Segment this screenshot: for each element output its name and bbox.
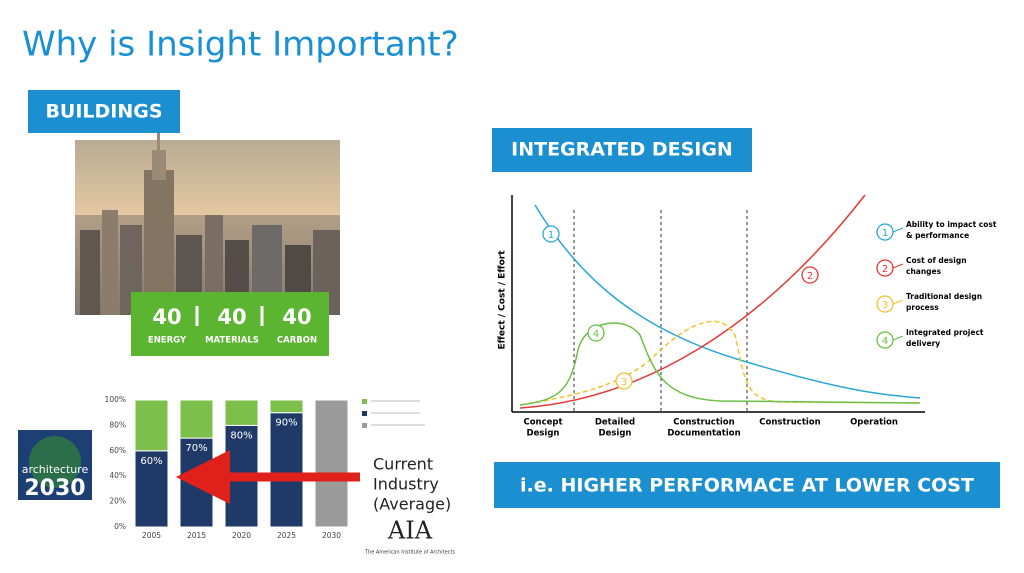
curve (519, 320, 921, 406)
curve-number: 3 (621, 377, 627, 388)
bar-segment (314, 399, 349, 528)
curve-marker (615, 372, 633, 390)
legend-label: Traditional design (906, 292, 982, 301)
legend-label: Ability to impact cost (906, 220, 997, 229)
stat-label: CARBON (277, 336, 317, 346)
buildings-heading: BUILDINGS (45, 101, 162, 123)
phase-label: Operation (850, 418, 898, 428)
curve-marker (587, 324, 605, 342)
stat-value: 40 (217, 305, 246, 329)
y-tick-label: 100% (105, 395, 126, 404)
logo-text: architecture (22, 463, 89, 476)
curve (519, 322, 921, 406)
value-label: 70% (185, 443, 207, 454)
legend-number: 1 (882, 228, 888, 239)
city-photo (75, 120, 340, 315)
phase-label: Design (527, 429, 560, 439)
stat-label: ENERGY (148, 336, 187, 346)
stat-value: 40 (282, 305, 311, 329)
integrated-heading: INTEGRATED DESIGN (511, 139, 733, 161)
legend-number: 2 (882, 264, 888, 275)
callout-text: Current (373, 455, 433, 474)
legend-label: Cost of design (906, 256, 967, 265)
value-label: 80% (230, 430, 252, 441)
legend-connector (892, 299, 904, 305)
y-tick-label: 80% (109, 420, 126, 429)
phase-label: Concept (523, 418, 562, 428)
legend-label: delivery (906, 339, 940, 348)
conclusion-box (494, 462, 1000, 508)
legend-connector (892, 335, 904, 341)
conclusion: i.e. HIGHER PERFORMACE AT LOWER COST (520, 475, 974, 497)
legend-label: Integrated project (906, 328, 984, 337)
bar-segment (224, 399, 259, 426)
phase-label: Construction (673, 418, 734, 428)
heading-box (28, 90, 180, 133)
slide-title: Why is Insight Important? (22, 25, 459, 65)
heading-box (492, 128, 752, 172)
phase-label: Design (599, 429, 632, 439)
phase-label: Detailed (595, 418, 635, 428)
phase-label: Documentation (667, 429, 740, 439)
bar-segment (134, 399, 169, 452)
legend-number: 3 (882, 300, 888, 311)
bar-segment (269, 412, 304, 528)
x-tick-label: 2030 (322, 531, 341, 540)
x-tick-label: 2020 (232, 531, 251, 540)
y-tick-label: 20% (109, 497, 126, 506)
curve-number: 1 (548, 230, 554, 241)
legend-label: changes (906, 267, 942, 276)
y-tick-label: 0% (114, 522, 126, 531)
y-tick-label: 40% (109, 471, 126, 480)
legend-connector (892, 263, 904, 269)
legend-number: 4 (882, 336, 888, 347)
stats-box (131, 292, 329, 356)
phase-label: Construction (759, 418, 820, 428)
curve-number: 4 (593, 329, 599, 340)
stat-value: 40 (152, 305, 181, 329)
curve-marker (542, 225, 560, 243)
legend-placeholder (362, 399, 425, 428)
legend-connector (892, 227, 904, 233)
x-tick-label: 2005 (142, 531, 161, 540)
logo-globe (29, 436, 81, 488)
curve-number: 2 (807, 271, 813, 282)
x-tick-label: 2025 (277, 531, 296, 540)
curve-marker (801, 266, 819, 284)
y-axis-label: Effect / Cost / Effort (498, 250, 508, 350)
curve (519, 194, 866, 409)
x-tick-label: 2015 (187, 531, 206, 540)
bar-segment (179, 399, 214, 439)
stat-label: MATERIALS (205, 336, 259, 346)
value-label: 90% (275, 418, 297, 429)
value-label: 60% (140, 456, 162, 467)
curve (534, 204, 921, 399)
bar-segment (269, 399, 304, 414)
aia-caption: The American Institute of Architects (364, 550, 455, 556)
legend-label: process (906, 303, 939, 312)
callout-text: Industry (373, 475, 439, 494)
legend-label: & performance (906, 231, 969, 240)
aia-mark: AIA (387, 517, 433, 545)
y-tick-label: 60% (109, 446, 126, 455)
callout-text: (Average) (373, 495, 451, 514)
logo-text: 2030 (24, 476, 85, 501)
